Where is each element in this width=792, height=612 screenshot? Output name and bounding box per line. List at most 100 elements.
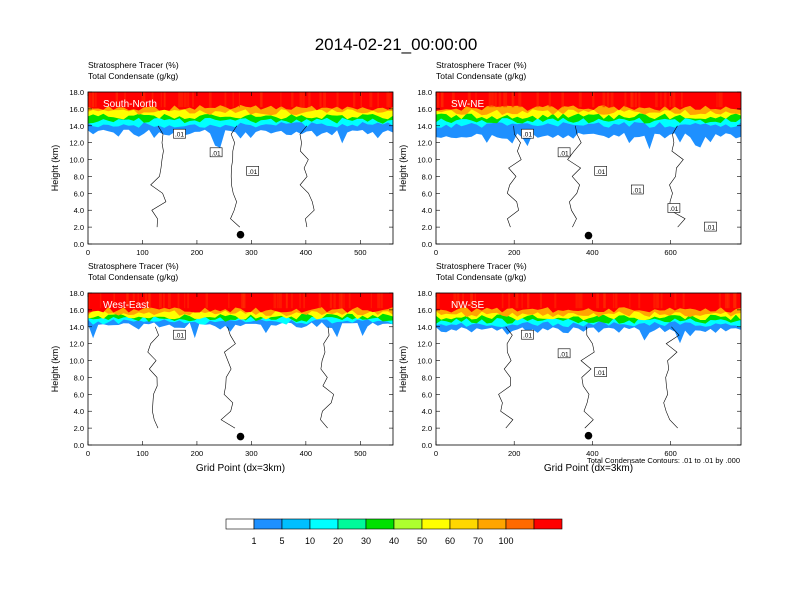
panel-label: NW-SE [451,300,484,311]
tracer-streak [504,92,508,108]
x-tick-label: 400 [586,248,599,257]
contour-footnote: Total Condensate Contours: .01 to .01 by… [587,456,740,465]
y-axis-label: Height (km) [50,145,60,192]
x-tick-label: 0 [86,248,90,257]
tracer-streak [377,293,380,309]
y-tick-label: 10.0 [69,156,84,165]
x-tick-label: 200 [508,248,521,257]
colorbar-cell [337,518,367,530]
colorbar-cell [365,518,395,530]
colorbar-cell [477,518,507,530]
panel-title-line: Stratosphere Tracer (%) [88,261,179,271]
colorbar-cell [505,518,535,530]
colorbar-cell [533,518,563,530]
colorbar-cell [421,518,451,530]
x-tick-label: 500 [354,449,367,458]
tracer-streak [291,293,293,309]
contour-label-box [173,128,186,139]
tracer-streak [548,92,551,108]
tracer-streak [280,92,282,108]
y-tick-label: 4.0 [74,407,84,416]
contour-label-box [521,329,534,340]
y-tick-label: 2.0 [422,223,432,232]
tracer-streak [286,293,288,309]
contour-label-box [246,166,259,176]
tracer-streak [167,293,171,309]
y-tick-label: 6.0 [422,189,432,198]
tracer-streak [653,293,656,309]
tracer-streak [299,92,303,108]
tracer-streak [527,293,530,309]
x-tick-label: 400 [300,248,313,257]
tracer-streak [726,293,730,309]
y-tick-label: 18.0 [69,88,84,97]
tracer-streak [441,92,444,108]
tracer-streak [113,293,115,309]
panel-title-line: Total Condensate (g/kg) [436,272,526,282]
condensate-contour [506,125,522,228]
panel-title-line: Stratosphere Tracer (%) [88,60,179,70]
y-tick-label: 2.0 [74,223,84,232]
condensate-contour [498,326,514,429]
plot-content: .01 [88,293,393,429]
y-tick-label: 0.0 [422,240,432,249]
tracer-streak [88,92,91,108]
tracer-streak [141,92,144,108]
y-axis-label: Height (km) [398,346,408,393]
tracer-streak [681,92,683,108]
tracer-streak [515,293,519,309]
position-marker [584,431,593,440]
panel-nw-se: Stratosphere Tracer (%)Total Condensate … [398,261,742,474]
x-tick-label: 100 [136,449,149,458]
colorbar-label: 20 [333,536,343,546]
tracer-streak [669,92,672,108]
colorbar-cell [393,518,423,530]
tracer-streak [238,92,240,108]
condensate-contour [147,326,159,429]
tracer-streak [115,92,118,108]
tracer-streak [638,92,641,108]
x-tick-label: 0 [86,449,90,458]
tracer-streak [338,293,342,309]
y-tick-label: 16.0 [69,105,84,114]
colorbar-cell [309,518,339,530]
colorbar-label: 1 [251,536,256,546]
tracer-streak [241,293,244,309]
panel-title-line: Stratosphere Tracer (%) [436,261,527,271]
x-tick-label: 500 [354,248,367,257]
tracer-streak [369,92,373,108]
tracer-streak [655,92,658,108]
x-tick-label: 200 [508,449,521,458]
y-tick-label: 12.0 [417,139,432,148]
tracer-streak [630,92,633,108]
contour-label-box [173,329,186,340]
tracer-streak [148,293,150,309]
contour-label-box [521,128,534,139]
colorbar-label: 5 [279,536,284,546]
tracer-streak [436,293,440,309]
contour-label: .01 [596,169,605,176]
tracer-streak [536,92,539,108]
panel-title-line: Stratosphere Tracer (%) [436,60,527,70]
plot-content: .01 .01 .01 .01 .01 .01 [436,92,741,232]
tracer-streak [498,92,502,108]
tracer-streak [638,293,641,309]
tracer-streak [232,92,234,108]
condensate-contour [320,326,334,429]
tracer-streak [672,92,676,108]
tracer-streak [228,293,230,309]
contour-label: .01 [523,132,532,139]
panel-label: West-East [103,300,149,311]
contour-label-box [704,221,717,232]
position-marker [236,432,245,441]
contour-label: .01 [706,225,715,232]
panel-title-line: Total Condensate (g/kg) [88,272,178,282]
tracer-streak [303,293,305,309]
tracer-streak [575,293,578,309]
tracer-streak [508,293,511,309]
tracer-streak [192,92,194,108]
colorbar-label: 10 [305,536,315,546]
y-tick-label: 10.0 [69,357,84,366]
y-tick-label: 18.0 [69,289,84,298]
